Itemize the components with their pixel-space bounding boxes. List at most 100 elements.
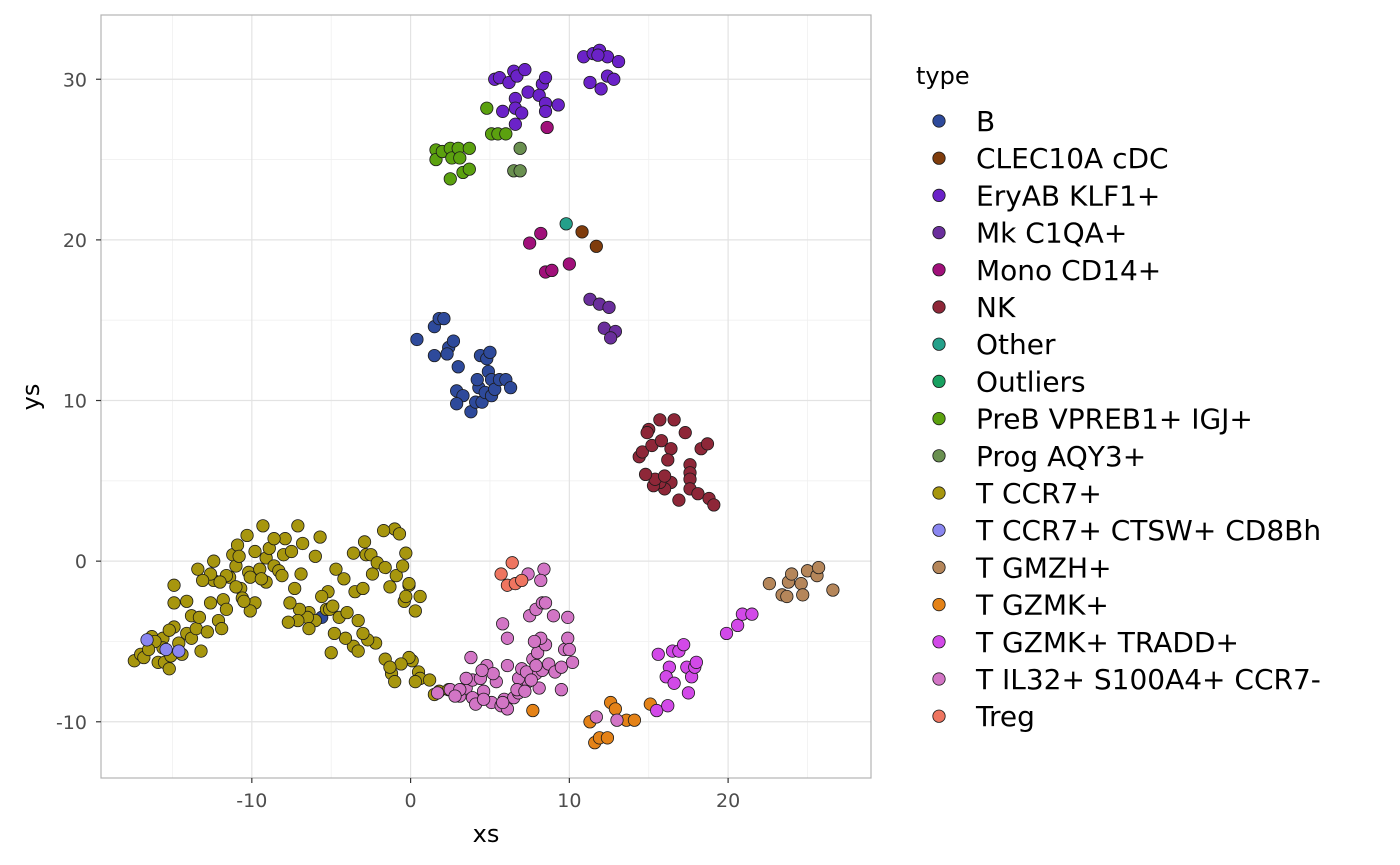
point-eryab-klf1 — [583, 75, 597, 90]
data-points — [127, 43, 840, 750]
point-t-ccr7 — [346, 546, 361, 560]
point-nk — [635, 445, 649, 459]
point-t-ccr7 — [256, 519, 270, 533]
point-t-il32-s100a4-ccr7 — [486, 666, 500, 681]
point-t-ccr7 — [167, 578, 181, 592]
point-nk — [678, 426, 692, 440]
point-t-ccr7 — [313, 530, 327, 544]
point-t-ccr7 — [402, 577, 416, 591]
point-t-ccr7 — [399, 546, 413, 560]
point-mono-cd14 — [540, 120, 554, 135]
point-preb-vpreb1-igj — [443, 172, 457, 186]
point-t-ccr7 — [408, 675, 422, 689]
y-tick-label: -10 — [56, 712, 87, 734]
point-t-il32-s100a4-ccr7 — [430, 686, 445, 700]
legend-label-other: Other — [976, 328, 1056, 361]
point-t-ccr7 — [340, 605, 354, 620]
point-clec10a-cdc — [575, 225, 589, 239]
point-t-ccr7 — [194, 644, 208, 658]
point-t-ccr7 — [275, 569, 289, 583]
point-t-ccr7 — [196, 573, 210, 588]
point-t-il32-s100a4-ccr7 — [610, 713, 624, 727]
point-t-ccr7 — [237, 594, 251, 608]
point-t-ccr7 — [281, 615, 295, 629]
point-t-ccr7 — [399, 589, 413, 604]
point-t-gzmk-tradd — [651, 647, 665, 661]
point-t-ccr7 — [203, 596, 218, 610]
point-t-ccr7 — [291, 519, 305, 533]
point-other — [559, 217, 573, 231]
legend-label-clec10a-cdc: CLEC10A cDC — [976, 142, 1169, 175]
legend-key-prog-aqy3 — [932, 449, 946, 463]
point-mono-cd14 — [534, 226, 548, 241]
legend-key-t-ccr7-ctsw-cd8bh — [932, 523, 946, 537]
point-preb-vpreb1-igj — [480, 101, 494, 115]
point-t-ccr7-ctsw-cd8bh — [140, 633, 154, 647]
point-t-il32-s100a4-ccr7 — [561, 631, 575, 645]
point-t-ccr7 — [162, 662, 176, 676]
point-t-ccr7 — [383, 660, 397, 674]
point-t-il32-s100a4-ccr7 — [554, 660, 569, 674]
point-nk — [700, 437, 715, 451]
point-t-ccr7 — [213, 575, 227, 589]
point-t-ccr7 — [232, 549, 246, 563]
point-t-il32-s100a4-ccr7 — [561, 610, 575, 624]
point-b — [440, 347, 454, 361]
point-t-ccr7 — [351, 613, 365, 628]
point-t-ccr7 — [356, 581, 370, 596]
point-eryab-klf1 — [515, 106, 529, 120]
point-prog-aqy3 — [513, 141, 527, 155]
point-t-gzmk-tradd — [731, 618, 745, 633]
point-t-gzmk-tradd — [745, 607, 759, 621]
legend-label-mono-cd14: Mono CD14+ — [976, 254, 1161, 287]
point-t-ccr7 — [191, 562, 205, 576]
point-t-gzmk-tradd — [689, 655, 703, 669]
point-t-ccr7 — [315, 589, 329, 604]
point-t-gmzh — [762, 577, 776, 591]
x-tick-label: 20 — [716, 790, 740, 812]
point-mk-c1qa — [602, 300, 616, 314]
point-t-gmzh — [785, 567, 799, 581]
point-treg — [505, 556, 519, 570]
legend-label-outliers: Outliers — [976, 365, 1086, 398]
legend-key-clec10a-cdc — [932, 151, 946, 165]
point-t-gzmk-tradd — [677, 638, 691, 652]
y-axis-ticks: -10 0 10 20 30 — [56, 69, 101, 734]
legend-label-treg: Treg — [975, 700, 1035, 733]
point-t-ccr7 — [240, 528, 254, 543]
point-t-ccr7 — [338, 631, 353, 645]
point-t-ccr7 — [215, 622, 229, 636]
point-t-il32-s100a4-ccr7 — [500, 658, 515, 673]
legend-key-mono-cd14 — [932, 263, 946, 277]
point-eryab-klf1 — [521, 85, 535, 99]
point-nk — [691, 487, 705, 501]
point-b — [410, 332, 424, 347]
point-t-gmzh — [794, 577, 808, 591]
point-preb-vpreb1-igj — [453, 151, 467, 165]
point-eryab-klf1 — [594, 82, 608, 96]
point-t-gzmk-tradd — [667, 676, 681, 690]
point-t-ccr7 — [388, 675, 402, 689]
point-t-gzmk-tradd — [661, 699, 675, 713]
point-nk — [653, 413, 667, 427]
point-t-ccr7 — [267, 532, 281, 546]
point-t-ccr7 — [200, 625, 214, 639]
point-b — [427, 348, 442, 363]
legend-label-t-gzmk: T GZMK+ — [975, 589, 1109, 622]
x-tick-label: 0 — [405, 790, 417, 812]
point-t-il32-s100a4-ccr7 — [546, 609, 561, 623]
point-preb-vpreb1-igj — [499, 127, 513, 141]
point-t-il32-s100a4-ccr7 — [565, 655, 580, 669]
point-nk — [672, 493, 686, 507]
point-t-il32-s100a4-ccr7 — [554, 683, 569, 697]
point-t-il32-s100a4-ccr7 — [496, 617, 510, 631]
point-eryab-klf1 — [496, 104, 510, 118]
legend-key-nk — [932, 300, 946, 314]
point-t-gmzh — [826, 583, 840, 597]
point-t-ccr7 — [248, 544, 262, 559]
point-t-il32-s100a4-ccr7 — [527, 634, 542, 649]
legend-label-mk-c1qa: Mk C1QA+ — [976, 217, 1127, 250]
point-t-ccr7 — [294, 567, 308, 581]
point-preb-vpreb1-igj — [462, 162, 476, 176]
point-nk — [654, 434, 669, 448]
